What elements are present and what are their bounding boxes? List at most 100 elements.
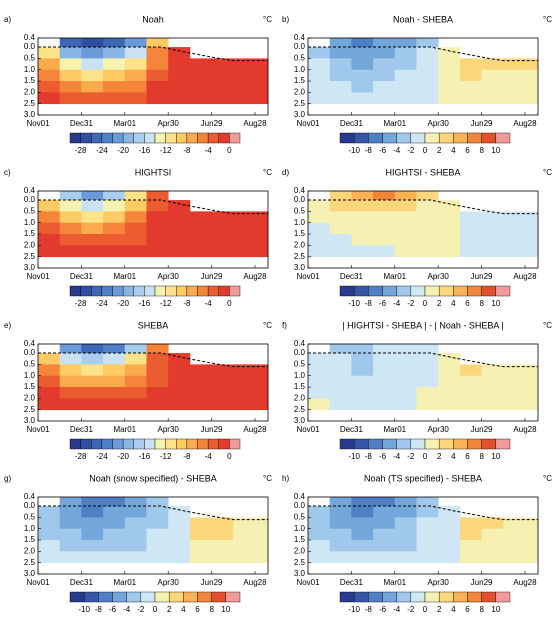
cell [416, 375, 439, 388]
y-tick-label: 0.4 [24, 186, 36, 195]
cell [394, 506, 417, 518]
colorbar-swatch [186, 285, 198, 297]
cell [124, 234, 147, 246]
colorbar-label: -16 [139, 299, 151, 308]
colorbar-swatch [396, 285, 412, 297]
unit: °C [543, 168, 552, 177]
colorbar-label: -12 [160, 299, 172, 308]
x-tick-label: Dec31 [340, 272, 364, 281]
colorbar-label: -8 [365, 605, 373, 614]
x-tick-label: Nov01 [26, 578, 50, 587]
plot-frame [307, 190, 539, 269]
cell [459, 528, 482, 541]
colorbar-label: 2 [167, 605, 172, 614]
colorbar-label: -10 [78, 605, 90, 614]
colorbar-label: -8 [365, 299, 373, 308]
cell [168, 69, 191, 82]
panel-label: e) [4, 321, 11, 330]
surface-line [38, 352, 268, 368]
cell [59, 528, 82, 541]
colorbar-label: 4 [451, 299, 456, 308]
cell [38, 364, 61, 377]
cell [351, 47, 374, 59]
y-tick-label: 3.0 [294, 110, 306, 119]
cell [124, 200, 147, 212]
cell [38, 47, 61, 59]
x-tick-label: Aug28 [243, 272, 267, 281]
cell [211, 364, 234, 377]
y-tick-label: 2.5 [24, 252, 36, 261]
cell [416, 92, 439, 105]
x-tick-label: Apr30 [428, 425, 450, 434]
colorbar-swatch [424, 132, 440, 144]
plot-frame [307, 343, 539, 422]
colorbar-swatch [396, 132, 412, 144]
cell [416, 528, 439, 541]
cell [503, 528, 526, 541]
cell [168, 540, 191, 552]
x-tick-label: Nov01 [26, 425, 50, 434]
x-tick-label: Mar01 [383, 578, 406, 587]
colorbar-label: 0 [423, 452, 428, 461]
colorbar-label: -6 [379, 452, 387, 461]
cell [168, 81, 191, 93]
cell [373, 364, 396, 377]
cell [59, 191, 82, 201]
colorbar-label: -10 [348, 452, 360, 461]
cell [81, 387, 104, 399]
cell [233, 528, 256, 541]
cell [81, 222, 104, 235]
cell [481, 364, 504, 377]
colorbar-swatch [424, 591, 440, 603]
cell [81, 47, 104, 59]
cell [416, 540, 439, 552]
cell [81, 38, 104, 48]
cell [351, 81, 374, 93]
cell [351, 398, 374, 411]
cell [416, 245, 439, 258]
cell [146, 506, 169, 518]
cell [351, 517, 374, 530]
panel-label: g) [4, 474, 11, 483]
cell [103, 58, 126, 71]
colorbar-label: 8 [479, 605, 484, 614]
cell [394, 540, 417, 552]
colorbar-label: -12 [160, 452, 172, 461]
cell [59, 92, 82, 105]
cell [189, 69, 212, 82]
cell [459, 245, 482, 258]
cell [254, 398, 269, 411]
cell [394, 551, 417, 564]
colorbar-swatch [495, 438, 511, 450]
colorbar-label: -2 [407, 299, 415, 308]
cell [438, 551, 461, 564]
cell [81, 528, 104, 541]
cell [189, 222, 212, 235]
cell [373, 47, 396, 59]
cell [394, 38, 417, 48]
x-tick-label: Jun29 [471, 578, 493, 587]
cell [416, 353, 439, 365]
cell [124, 69, 147, 82]
colorbar-swatch [207, 132, 219, 144]
cell [168, 364, 191, 377]
surface-line [38, 505, 268, 521]
cell [438, 92, 461, 105]
x-tick-label: Mar01 [113, 578, 136, 587]
cell [146, 344, 169, 354]
cell [168, 222, 191, 235]
x-tick-label: Jun29 [471, 119, 493, 128]
colorbar-swatch [396, 591, 412, 603]
colorbar-swatch [80, 132, 92, 144]
cell [438, 517, 461, 530]
y-tick-label: 0.5 [294, 206, 306, 215]
cell [211, 245, 234, 258]
colorbar-swatch [83, 591, 99, 603]
cell [416, 38, 439, 48]
cell [394, 191, 417, 201]
cell [124, 551, 147, 564]
cell [524, 540, 539, 552]
x-tick-label: Aug28 [513, 119, 537, 128]
cell [481, 245, 504, 258]
